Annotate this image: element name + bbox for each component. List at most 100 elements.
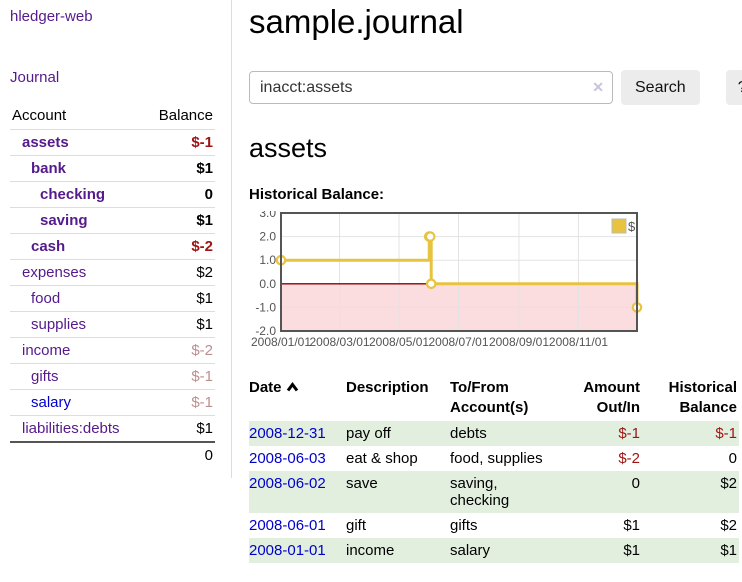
account-balance: 0 [143, 181, 215, 208]
account-row-checking: checking 0 [10, 181, 215, 208]
account-balance: $1 [143, 285, 215, 312]
account-link-checking[interactable]: checking [40, 186, 106, 203]
transaction-row: 2008-01-01 income salary $1 $1 [249, 538, 739, 563]
historical-balance-chart[interactable]: $3.0 2.0 1.0 0.0 -1.0 -2.0 2008/01/01 2008/03/0… [249, 206, 729, 357]
search-box: ✕ [249, 71, 613, 104]
transaction-accounts: debts [450, 421, 556, 446]
svg-text:2.0: 2.0 [259, 230, 276, 244]
transaction-row: 2008-06-02 save saving, checking 0 $2 [249, 471, 739, 513]
sidebar: hledger-web Journal Account Balance asse… [0, 0, 232, 478]
transaction-description: pay off [346, 421, 450, 446]
svg-text:$: $ [628, 219, 636, 234]
accounts-header-row: Account Balance [10, 103, 215, 130]
transaction-balance: $2 [720, 517, 737, 534]
transaction-description: eat & shop [346, 450, 418, 467]
account-row-cash: cash $-2 [10, 233, 215, 260]
accounts-header-account: Account [10, 103, 144, 130]
transaction-amount: $-2 [618, 450, 640, 467]
column-header-balance[interactable]: Historical Balance [668, 379, 737, 416]
account-balance: $-2 [143, 337, 215, 364]
account-link-expenses[interactable]: expenses [22, 264, 87, 281]
account-balance: $2 [143, 259, 215, 286]
account-link-salary[interactable]: salary [31, 394, 72, 411]
account-row-supplies: supplies $1 [10, 311, 215, 338]
transaction-date-link[interactable]: 2008-06-03 [249, 450, 326, 467]
account-link-gifts[interactable]: gifts [31, 368, 59, 385]
svg-text:-2.0: -2.0 [255, 324, 276, 338]
transaction-balance: 0 [728, 450, 737, 467]
transaction-description: save [346, 471, 450, 513]
transaction-amount: $1 [556, 538, 642, 563]
account-row-assets: assets $-1 [10, 129, 215, 156]
account-row-saving: saving $1 [10, 207, 215, 234]
account-balance: $1 [143, 155, 215, 182]
transaction-accounts: salary [450, 538, 556, 563]
transaction-amount: 0 [556, 471, 642, 513]
account-balance: $-1 [143, 129, 215, 156]
svg-text:2008/07/01: 2008/07/01 [428, 335, 488, 349]
transaction-date-link[interactable]: 2008-12-31 [249, 425, 326, 442]
brand-link[interactable]: hledger-web [10, 8, 93, 25]
transaction-amount: $1 [623, 517, 640, 534]
transactions-header-row: Date Description To/From Account(s) Amou… [249, 375, 739, 421]
transaction-date-link[interactable]: 2008-01-01 [249, 542, 326, 559]
column-header-date-label: Date [249, 379, 282, 396]
account-balance: $1 [143, 415, 215, 442]
search-input[interactable] [249, 71, 613, 104]
transaction-date-link[interactable]: 2008-06-02 [249, 475, 326, 492]
account-balance: $-2 [143, 233, 215, 260]
sidebar-item-journal[interactable]: Journal [10, 69, 60, 86]
account-row-liabilities-debts: liabilities:debts $1 [10, 415, 215, 442]
transaction-description: income [346, 538, 450, 563]
column-header-amount[interactable]: Amount Out/In [583, 379, 640, 416]
transaction-accounts: saving, checking [450, 471, 556, 513]
account-heading: assets [249, 133, 328, 163]
transaction-accounts: gifts [450, 517, 478, 534]
main-content: sample.journal ✕ Search ? assets Histori… [232, 0, 742, 563]
page-title: sample.journal [249, 3, 464, 40]
account-balance: $-1 [143, 363, 215, 390]
svg-text:2008/05/01: 2008/05/01 [369, 335, 429, 349]
account-link-assets[interactable]: assets [22, 134, 69, 151]
account-row-food: food $1 [10, 285, 215, 312]
transaction-date-link[interactable]: 2008-06-01 [249, 517, 326, 534]
search-button[interactable]: Search [621, 70, 700, 105]
transaction-balance: $1 [642, 538, 739, 563]
transaction-description: gift [346, 517, 367, 534]
account-row-income: income $-2 [10, 337, 215, 364]
svg-text:1.0: 1.0 [259, 253, 276, 267]
search-help-button[interactable]: ? [725, 70, 742, 105]
account-link-supplies[interactable]: supplies [31, 316, 87, 333]
account-link-liabilities-debts[interactable]: liabilities:debts [22, 420, 120, 437]
column-header-accounts[interactable]: To/From Account(s) [450, 379, 529, 416]
svg-text:3.0: 3.0 [259, 211, 276, 220]
account-link-cash[interactable]: cash [31, 238, 66, 255]
account-link-income[interactable]: income [22, 342, 71, 359]
svg-text:2008/01/01: 2008/01/01 [251, 335, 311, 349]
accounts-total-balance: 0 [143, 441, 215, 468]
account-link-bank[interactable]: bank [31, 160, 67, 177]
clear-search-icon[interactable]: ✕ [592, 79, 604, 95]
hledger-web-page: hledger-web Journal Account Balance asse… [0, 0, 742, 563]
svg-text:2008/03/01: 2008/03/01 [309, 335, 369, 349]
account-link-saving[interactable]: saving [40, 212, 88, 229]
accounts-header-balance: Balance [143, 103, 215, 130]
account-link-food[interactable]: food [31, 290, 61, 307]
account-row-salary: salary $-1 [10, 389, 215, 416]
account-balance: $1 [143, 311, 215, 338]
account-row-bank: bank $1 [10, 155, 215, 182]
account-row-gifts: gifts $-1 [10, 363, 215, 390]
transactions-table: Date Description To/From Account(s) Amou… [249, 375, 739, 563]
svg-text:-1.0: -1.0 [255, 300, 276, 314]
account-balance: $-1 [143, 389, 215, 416]
sort-ascending-icon [286, 379, 299, 399]
transaction-amount: $-1 [556, 421, 642, 446]
sidebar-nav: Journal [10, 69, 215, 86]
column-header-description[interactable]: Description [346, 379, 429, 396]
svg-text:0.0: 0.0 [259, 277, 276, 291]
svg-text:2008/11/01: 2008/11/01 [549, 335, 608, 349]
column-header-date[interactable]: Date [249, 375, 346, 421]
transaction-balance: $2 [642, 471, 739, 513]
transaction-balance: $-1 [642, 421, 739, 446]
search-form: ✕ Search ? [249, 70, 742, 105]
